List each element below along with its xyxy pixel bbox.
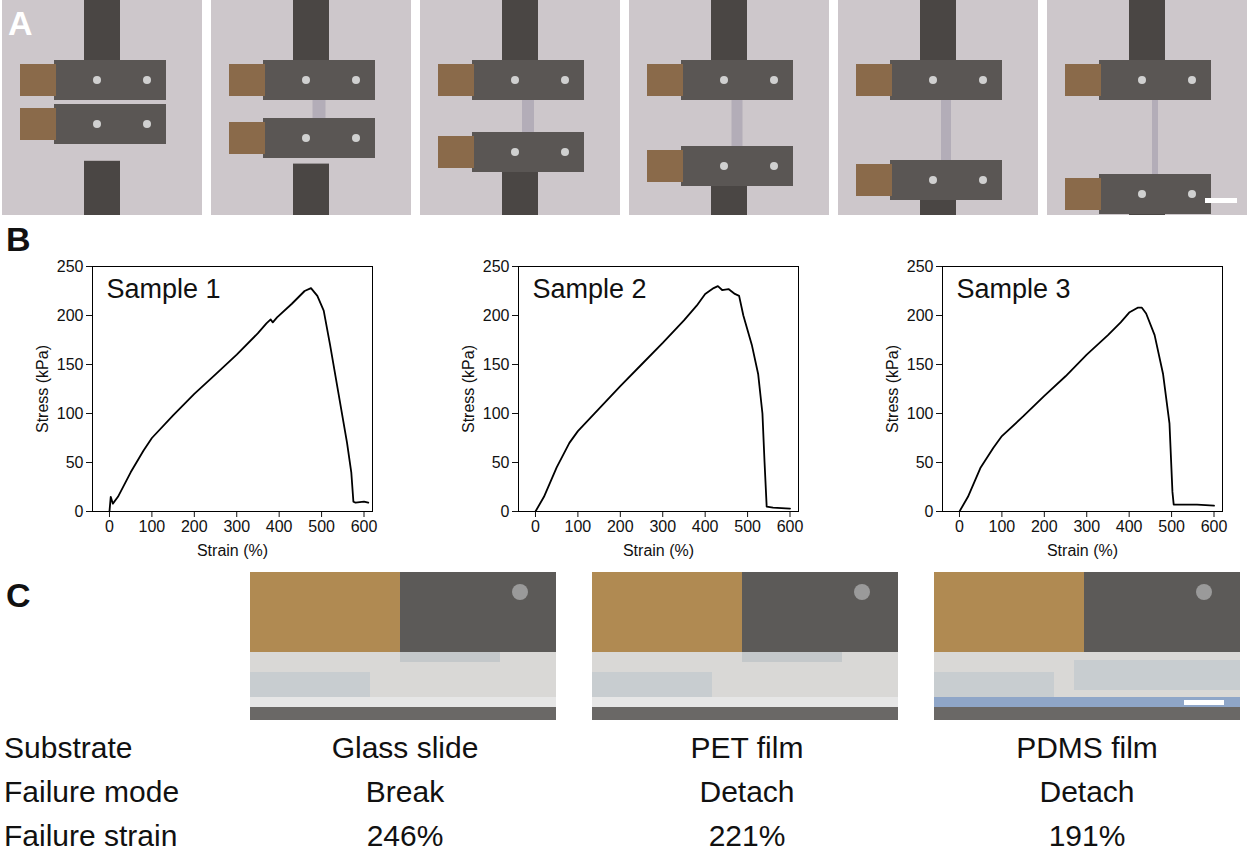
svg-text:600: 600 xyxy=(1201,518,1228,535)
svg-text:300: 300 xyxy=(649,518,676,535)
svg-text:Sample 1: Sample 1 xyxy=(107,274,221,304)
svg-text:Stress (kPa): Stress (kPa) xyxy=(884,345,901,433)
svg-text:100: 100 xyxy=(907,405,934,422)
svg-text:0: 0 xyxy=(531,518,540,535)
html-text:Detach: Detach xyxy=(699,775,795,808)
svg-text:250: 250 xyxy=(907,258,934,275)
svg-text:250: 250 xyxy=(483,258,510,275)
svg-text:0: 0 xyxy=(501,503,510,520)
svg-text:100: 100 xyxy=(483,405,510,422)
svg-text:200: 200 xyxy=(181,518,208,535)
svg-text:400: 400 xyxy=(1116,518,1143,535)
html-text:Failure strain: Failure strain xyxy=(4,819,178,852)
svg-text:400: 400 xyxy=(266,518,293,535)
svg-text:600: 600 xyxy=(351,518,378,535)
svg-text:50: 50 xyxy=(916,454,934,471)
svg-text:50: 50 xyxy=(66,454,84,471)
html-text:Break: Break xyxy=(365,775,445,808)
svg-text:0: 0 xyxy=(925,503,934,520)
svg-text:0: 0 xyxy=(75,503,84,520)
svg-text:Sample 2: Sample 2 xyxy=(533,274,647,304)
svg-text:200: 200 xyxy=(607,518,634,535)
html-text:A: A xyxy=(8,4,33,42)
html-text:246%: 246% xyxy=(366,819,444,852)
svg-text:200: 200 xyxy=(57,307,84,324)
svg-text:200: 200 xyxy=(1031,518,1058,535)
html-text:Glass slide: Glass slide xyxy=(331,731,479,764)
svg-text:500: 500 xyxy=(1158,518,1185,535)
svg-text:0: 0 xyxy=(105,518,114,535)
html-text:Substrate: Substrate xyxy=(4,731,133,764)
svg-text:300: 300 xyxy=(1073,518,1100,535)
svg-text:Strain (%): Strain (%) xyxy=(197,542,268,559)
svg-text:500: 500 xyxy=(734,518,761,535)
html-text:191%: 191% xyxy=(1048,819,1126,852)
svg-text:100: 100 xyxy=(565,518,592,535)
svg-text:150: 150 xyxy=(57,356,84,373)
svg-text:Stress (kPa): Stress (kPa) xyxy=(460,345,477,433)
svg-text:0: 0 xyxy=(955,518,964,535)
svg-text:150: 150 xyxy=(907,356,934,373)
svg-text:600: 600 xyxy=(777,518,804,535)
html-text:B: B xyxy=(6,220,31,258)
svg-text:400: 400 xyxy=(692,518,719,535)
svg-text:100: 100 xyxy=(57,405,84,422)
html-text:PDMS film: PDMS film xyxy=(1016,731,1158,764)
html-text:C: C xyxy=(6,576,31,614)
svg-text:250: 250 xyxy=(57,258,84,275)
html-text:PET film: PET film xyxy=(690,731,804,764)
svg-text:Strain (%): Strain (%) xyxy=(623,542,694,559)
svg-text:50: 50 xyxy=(492,454,510,471)
svg-text:Strain (%): Strain (%) xyxy=(1047,542,1118,559)
html-text:221%: 221% xyxy=(708,819,786,852)
html-text:Detach: Detach xyxy=(1039,775,1135,808)
svg-text:150: 150 xyxy=(483,356,510,373)
svg-text:200: 200 xyxy=(483,307,510,324)
svg-text:Stress (kPa): Stress (kPa) xyxy=(34,345,51,433)
html-text:Failure mode: Failure mode xyxy=(4,775,180,808)
svg-text:100: 100 xyxy=(139,518,166,535)
svg-text:Sample 3: Sample 3 xyxy=(957,274,1071,304)
svg-text:100: 100 xyxy=(989,518,1016,535)
svg-text:200: 200 xyxy=(907,307,934,324)
svg-text:500: 500 xyxy=(308,518,335,535)
svg-text:300: 300 xyxy=(223,518,250,535)
